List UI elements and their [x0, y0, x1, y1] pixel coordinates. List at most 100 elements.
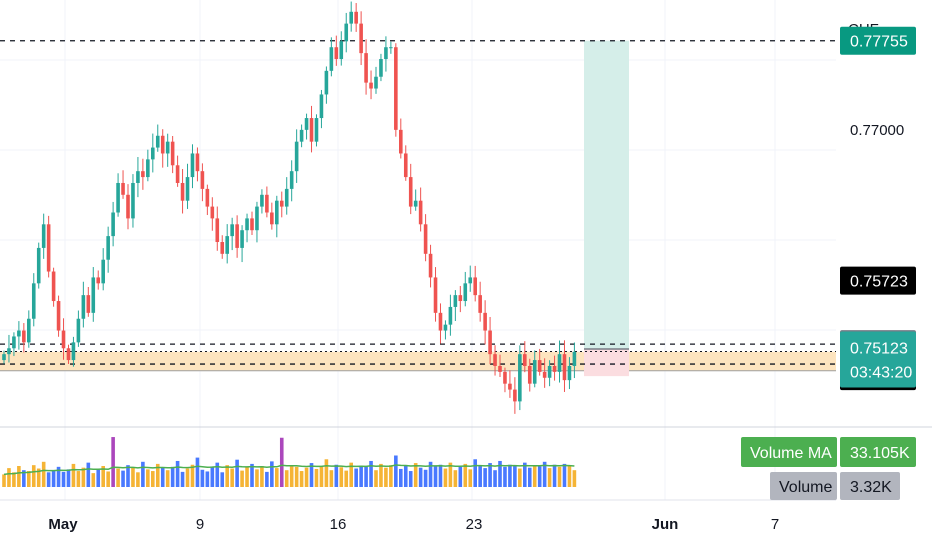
- volume-bar: [46, 472, 51, 487]
- volume-ma-label: Volume MA: [750, 445, 832, 462]
- volume-bar: [289, 465, 294, 487]
- volume-bar: [344, 470, 349, 487]
- price-badge: [840, 26, 916, 55]
- volume-bar: [36, 468, 41, 487]
- volume-bar: [141, 461, 145, 487]
- candle-body: [438, 312, 443, 331]
- candle-body: [51, 271, 56, 302]
- volume-bar: [96, 469, 101, 487]
- date-label: 7: [771, 516, 779, 533]
- candle-body: [185, 177, 190, 201]
- candle-body: [220, 242, 225, 254]
- volume-bar: [324, 459, 329, 487]
- volume-bar: [562, 463, 567, 487]
- support-zone: [0, 351, 836, 371]
- volume-bar: [284, 470, 289, 487]
- candle-body: [106, 236, 110, 260]
- volume-bar: [165, 470, 170, 487]
- volume-bar: [86, 462, 91, 487]
- volume-bar: [428, 461, 433, 487]
- volume-bar: [438, 464, 443, 487]
- volume-bar: [12, 472, 16, 487]
- volume-bar: [265, 471, 269, 487]
- candle-body: [488, 330, 492, 355]
- candle-body: [230, 224, 234, 237]
- volume-bar: [458, 466, 463, 487]
- candle-body: [562, 354, 567, 381]
- candle-body: [175, 165, 180, 183]
- candle-body: [41, 224, 46, 248]
- candle-body: [240, 230, 244, 248]
- candle-body: [518, 354, 522, 402]
- candle-body: [91, 277, 96, 313]
- volume-bar: [532, 465, 537, 487]
- candle-body: [349, 11, 353, 24]
- candle-body: [2, 354, 6, 361]
- volume-bar: [294, 466, 299, 487]
- volume-tag: [770, 472, 837, 500]
- volume-bar: [205, 471, 210, 487]
- candle-body: [542, 371, 547, 378]
- volume-bar: [329, 470, 334, 487]
- date-label: 23: [466, 516, 483, 533]
- volume-bar: [394, 455, 398, 487]
- volume-bar: [151, 471, 155, 487]
- candle-body: [155, 135, 160, 148]
- candle-body: [473, 277, 477, 296]
- loss-zone: [584, 348, 629, 377]
- volume-bar: [547, 468, 552, 487]
- volume-bar: [572, 470, 577, 487]
- volume-bar: [537, 466, 542, 487]
- candle-body: [245, 218, 249, 231]
- volume-bar: [334, 464, 339, 487]
- candle-body: [498, 365, 502, 372]
- volume-bar: [91, 473, 96, 487]
- volume-bar: [379, 463, 383, 487]
- candle-body: [523, 354, 527, 366]
- candle-body: [329, 47, 334, 71]
- volume-bar: [17, 466, 21, 487]
- candle-body: [101, 259, 105, 284]
- volume-bar: [126, 465, 130, 487]
- candle-body: [532, 360, 537, 384]
- candle-body: [552, 365, 557, 372]
- volume-bar: [408, 471, 413, 487]
- volume-bar: [304, 467, 309, 487]
- price-badge: [840, 266, 916, 295]
- current-price-label: 0.75123: [850, 340, 908, 357]
- profit-zone: [584, 40, 629, 349]
- volume-bar: [384, 467, 388, 487]
- volume-bar: [245, 467, 249, 487]
- candle-body: [572, 351, 577, 366]
- volume-bar: [220, 472, 225, 487]
- volume-bar: [374, 470, 378, 487]
- candle-body: [284, 188, 289, 207]
- candle-body: [275, 200, 279, 225]
- volume-bar: [185, 468, 190, 487]
- candle-body: [493, 354, 497, 366]
- candle-body: [22, 330, 26, 343]
- candle-body: [433, 277, 438, 313]
- candle-body: [448, 306, 453, 325]
- volume-bar: [503, 466, 507, 487]
- candle-body: [478, 295, 482, 313]
- price-badge-label: 0.75723: [850, 274, 908, 291]
- candle-body: [190, 153, 195, 178]
- volume-bar: [61, 471, 66, 487]
- candle-body: [205, 188, 210, 207]
- candle-body: [215, 218, 220, 243]
- candle-body: [36, 247, 41, 284]
- volume-ma-value: 33.105K: [850, 445, 910, 462]
- volume-bar: [180, 471, 185, 487]
- candle-body: [76, 318, 81, 343]
- volume-bar: [270, 461, 274, 487]
- candle-body: [413, 200, 418, 207]
- volume-bar: [468, 469, 473, 487]
- volume-bar: [2, 474, 6, 487]
- candle-body: [369, 82, 373, 89]
- countdown-label: 03:43:20: [850, 364, 912, 381]
- current-price-badge: [840, 331, 916, 388]
- volume-bar: [473, 459, 477, 487]
- candle-body: [299, 129, 304, 142]
